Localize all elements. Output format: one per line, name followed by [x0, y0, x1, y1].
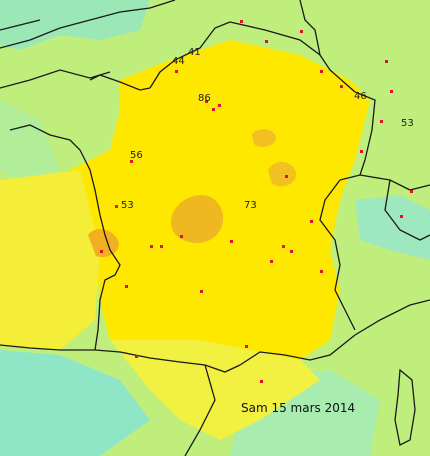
mid-zone-south — [110, 340, 320, 440]
alps-border — [319, 179, 356, 331]
station-marker — [265, 40, 268, 43]
station-marker — [390, 90, 393, 93]
station-marker — [115, 205, 118, 208]
station-marker — [200, 290, 203, 293]
station-marker — [175, 70, 178, 73]
station-marker — [260, 380, 263, 383]
high-zone-france — [70, 40, 370, 360]
england-coast — [0, 0, 176, 49]
station-marker — [218, 104, 221, 107]
station-marker — [310, 220, 313, 223]
peak-zone-center — [170, 195, 224, 243]
value-label: 73 — [244, 200, 257, 211]
station-marker — [150, 245, 153, 248]
station-marker — [320, 70, 323, 73]
ireland-coast — [0, 19, 41, 31]
station-marker — [385, 60, 388, 63]
low-zone-atlantic — [0, 100, 60, 180]
station-marker — [240, 20, 243, 23]
low-zone-alps — [355, 195, 430, 260]
station-marker — [380, 120, 383, 123]
station-marker — [245, 345, 248, 348]
station-marker — [270, 260, 273, 263]
value-label: 53 — [401, 118, 414, 129]
italy-border — [384, 179, 430, 241]
peak-zone-north — [252, 129, 277, 147]
mid-zone-west — [0, 170, 100, 350]
station-marker — [282, 245, 285, 248]
date-label: Sam 15 mars 2014 — [241, 401, 355, 415]
normandy-coast — [89, 74, 151, 91]
station-marker — [320, 270, 323, 273]
station-marker — [400, 215, 403, 218]
catalonia-coast — [184, 364, 216, 456]
germany-border — [299, 0, 321, 56]
station-marker — [340, 85, 343, 88]
station-marker — [205, 100, 208, 103]
value-label: 86 — [198, 93, 211, 104]
station-marker — [125, 285, 128, 288]
peak-zone-gironde — [88, 228, 119, 258]
channel-coast — [149, 21, 231, 89]
brittany-coast — [9, 124, 96, 191]
station-marker — [290, 250, 293, 253]
atlantic-coast — [94, 189, 121, 351]
stations — [100, 20, 413, 383]
rhine-border — [354, 91, 376, 176]
station-marker — [100, 250, 103, 253]
low-zone-bottom-left — [0, 350, 150, 456]
mediterranean-coast — [239, 299, 430, 366]
station-marker — [212, 108, 215, 111]
station-marker — [130, 160, 133, 163]
value-label: 56 — [130, 150, 143, 161]
station-marker — [160, 245, 163, 248]
belgium-border — [229, 21, 356, 93]
corsica-coast — [394, 368, 416, 446]
station-marker — [285, 175, 288, 178]
peak-zone-east — [268, 161, 297, 187]
station-marker — [300, 30, 303, 33]
station-marker — [410, 190, 413, 193]
pyrenees-border — [94, 349, 241, 373]
station-marker — [135, 355, 138, 358]
spain-coast — [0, 344, 95, 351]
value-label: 53 — [121, 200, 134, 211]
value-label: 41 — [188, 47, 201, 58]
station-marker — [180, 235, 183, 238]
value-label: 44 — [172, 56, 185, 67]
station-marker — [230, 240, 233, 243]
value-label: 46 — [354, 91, 367, 102]
station-marker — [360, 150, 363, 153]
